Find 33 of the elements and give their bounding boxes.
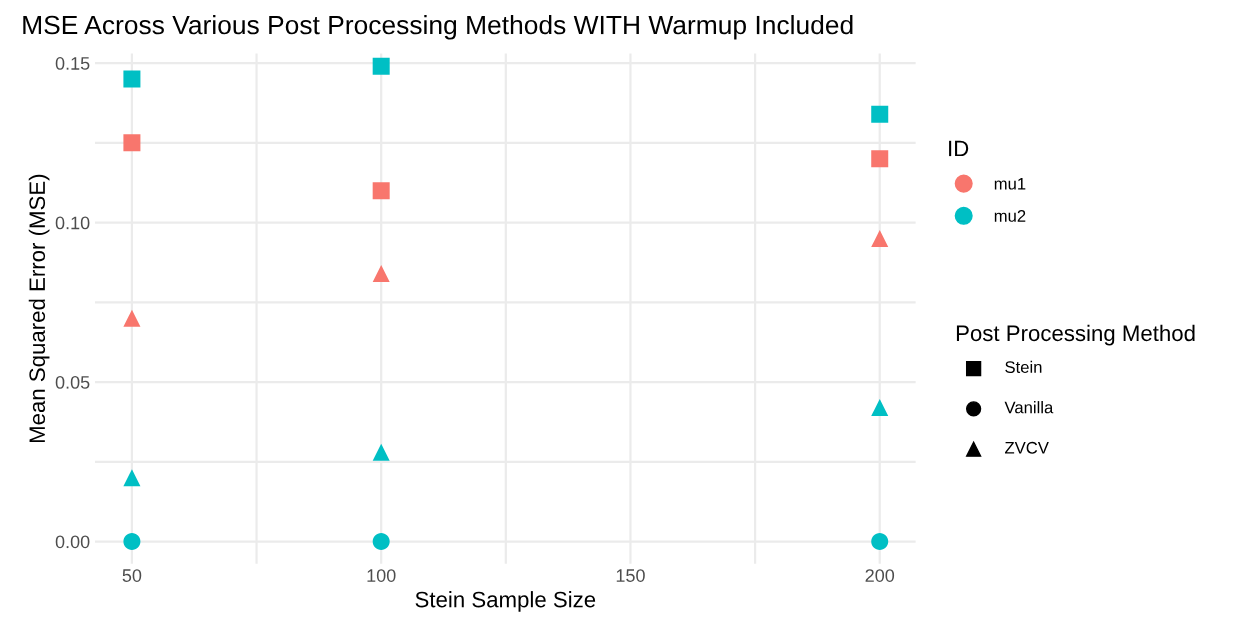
- x-tick-label: 50: [122, 569, 142, 582]
- point: [372, 265, 390, 283]
- text: Stein: [1005, 360, 1042, 374]
- point: [871, 150, 889, 168]
- point: [871, 230, 889, 248]
- chart-title: MSE Across Various Post Processing Methods WITH Warmup Included: [23, 14, 853, 40]
- y-axis-title: Mean Squared Error (MSE): [28, 174, 50, 443]
- point: [871, 533, 889, 551]
- legend-label: mu2: [994, 210, 1026, 222]
- y-tick-label: 0.00: [55, 535, 90, 549]
- point: [372, 57, 390, 75]
- y-tick-label: 0.10: [55, 216, 90, 230]
- point: [123, 70, 141, 88]
- y-tick-label: 0.05: [55, 375, 90, 389]
- x-axis-title: Stein Sample Size: [415, 591, 596, 612]
- point: [123, 309, 141, 327]
- text: Post Processing Method: [956, 324, 1195, 346]
- point: [372, 182, 390, 200]
- x-tick-label: 100: [367, 569, 396, 582]
- text: ZVCV: [1005, 441, 1049, 454]
- point: [372, 533, 390, 551]
- point: [123, 134, 141, 152]
- point: [123, 469, 141, 487]
- text: Vanilla: [1004, 401, 1054, 414]
- legend-title: ID: [949, 140, 969, 157]
- point: [871, 399, 889, 417]
- point: [871, 105, 889, 123]
- y-tick-label: 0.15: [55, 57, 90, 70]
- legend-label: mu1: [994, 177, 1026, 190]
- point: [123, 533, 141, 551]
- x-tick-label: 150: [616, 569, 645, 582]
- point: [372, 443, 390, 461]
- x-tick-label: 200: [865, 569, 895, 582]
